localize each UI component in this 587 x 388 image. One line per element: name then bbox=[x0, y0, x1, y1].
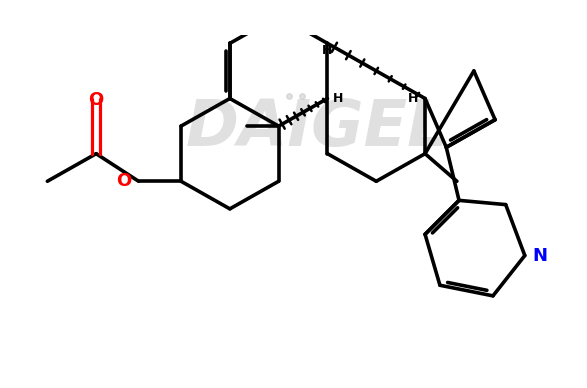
Text: N: N bbox=[532, 246, 548, 265]
Text: O: O bbox=[89, 91, 104, 109]
Text: H: H bbox=[333, 92, 343, 105]
Text: O: O bbox=[116, 172, 131, 190]
Text: H: H bbox=[322, 45, 333, 57]
Text: DAIGEL: DAIGEL bbox=[185, 97, 448, 159]
Text: H: H bbox=[409, 92, 419, 105]
